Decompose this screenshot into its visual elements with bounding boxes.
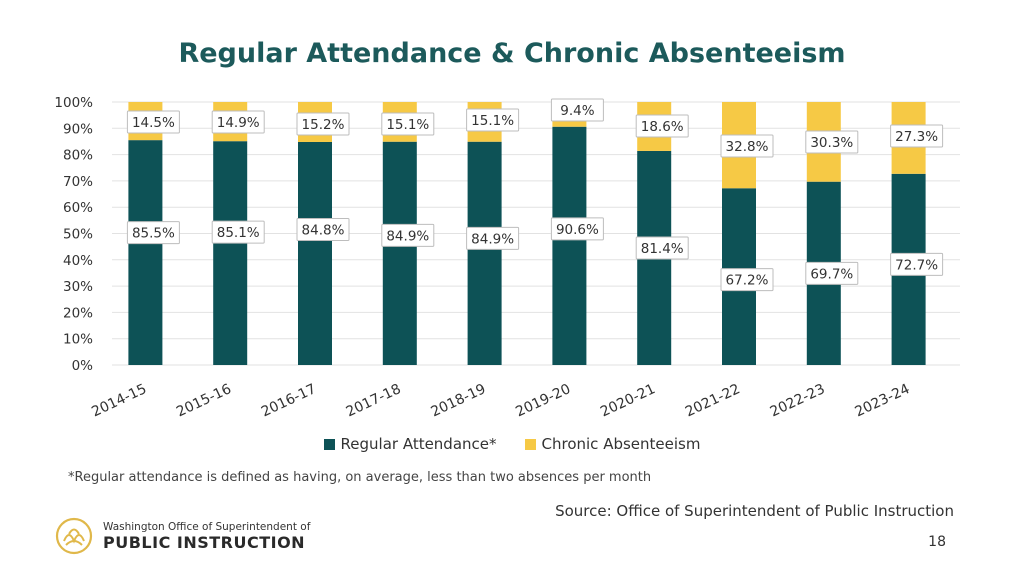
stacked-bar-chart: 0% 10% 20% 30% 40% 50% 60% 70% 80% 90% 100% 85.5% 14…: [54, 95, 960, 420]
logo-line1: Washington Office of Superintendent of: [103, 520, 311, 533]
data-label-regular-box: [211, 220, 265, 244]
logo-line2: PUBLIC INSTRUCTION: [103, 532, 306, 552]
x-tick-label: 2014-15: [89, 381, 149, 420]
source-note: Source: Office of Superintendent of Publ…: [555, 502, 954, 520]
data-label-chronic: 14.9%: [217, 115, 260, 131]
data-label-chronic: 15.1%: [386, 117, 429, 133]
bar-regular-attendance: [298, 141, 332, 365]
x-tick-label: 2020-21: [598, 381, 658, 420]
footnote: *Regular attendance is defined as having…: [68, 470, 652, 485]
y-tick-label: 50%: [63, 227, 93, 243]
data-label-regular: 81.4%: [641, 241, 684, 257]
data-label-chronic-box: [126, 110, 180, 134]
data-label-regular-box: [466, 226, 520, 250]
bar-regular-attendance: [128, 140, 163, 365]
bar-regular-attendance: [382, 141, 417, 365]
y-tick-label: 10%: [63, 332, 93, 348]
y-tick-label: 80%: [63, 148, 93, 164]
y-tick-label: 70%: [63, 174, 93, 190]
data-label-chronic: 15.1%: [471, 113, 514, 129]
data-label-regular-box: [805, 261, 859, 285]
data-label-regular: 69.7%: [810, 266, 853, 282]
legend-swatch-chronic: [524, 438, 536, 450]
y-tick-label: 40%: [63, 253, 93, 269]
data-label-chronic: 30.3%: [810, 135, 853, 151]
data-label-regular: 67.2%: [726, 273, 769, 289]
data-label-chronic-box: [296, 112, 350, 136]
data-label-chronic: 9.4%: [560, 103, 594, 119]
data-label-regular-box: [890, 252, 944, 276]
x-tick-label: 2023-24: [853, 381, 913, 420]
x-tick-label: 2022-23: [768, 381, 828, 420]
x-tick-label: 2019-20: [513, 381, 573, 420]
data-label-regular: 84.8%: [302, 222, 345, 238]
data-label-regular-box: [550, 217, 604, 241]
data-label-regular-box: [126, 221, 180, 245]
y-tick-label: 20%: [63, 305, 93, 321]
y-tick-label: 60%: [63, 200, 93, 216]
legend-label-chronic: Chronic Absenteeism: [541, 435, 701, 453]
data-label-chronic-box: [381, 112, 435, 136]
y-tick-label: 30%: [63, 279, 93, 295]
data-label-chronic-box: [211, 110, 265, 134]
x-tick-label: 2016-17: [259, 381, 319, 420]
data-label-chronic-box: [720, 134, 774, 158]
data-label-chronic: 32.8%: [726, 139, 769, 155]
data-label-regular: 84.9%: [471, 231, 514, 247]
data-label-chronic: 18.6%: [641, 119, 684, 135]
bar-regular-attendance: [552, 126, 587, 365]
x-tick-label: 2015-16: [174, 381, 234, 420]
ospi-seal-icon: [55, 517, 93, 555]
page-number: 18: [928, 534, 946, 550]
y-tick-label: 90%: [63, 121, 93, 137]
data-label-regular: 72.7%: [895, 257, 938, 273]
data-label-regular: 85.1%: [217, 225, 260, 241]
data-label-regular: 90.6%: [556, 222, 599, 238]
data-label-chronic-box: [466, 108, 520, 132]
legend-label-regular: Regular Attendance*: [340, 435, 497, 453]
data-label-chronic-box: [550, 98, 604, 122]
data-label-chronic-box: [890, 124, 944, 148]
data-label-regular: 85.5%: [132, 226, 175, 242]
data-label-chronic: 14.5%: [132, 115, 175, 131]
x-tick-label: 2018-19: [429, 381, 489, 420]
data-label-regular: 84.9%: [386, 228, 429, 244]
x-tick-label: 2017-18: [344, 381, 404, 420]
ospi-logo: Washington Office of Superintendent of P…: [55, 517, 310, 555]
data-label-chronic-box: [635, 114, 689, 138]
data-label-chronic: 27.3%: [895, 129, 938, 145]
chart-legend: Regular Attendance* Chronic Absenteeism: [0, 435, 1024, 453]
legend-item-regular: Regular Attendance*: [323, 435, 497, 453]
data-label-regular-box: [635, 236, 689, 260]
bar-regular-attendance: [467, 141, 502, 365]
x-tick-label: 2021-22: [683, 381, 743, 420]
chart-title: Regular Attendance & Chronic Absenteeism: [178, 38, 846, 69]
bar-regular-attendance: [213, 141, 248, 365]
y-tick-label: 100%: [54, 95, 93, 111]
y-tick-label: 0%: [72, 358, 94, 374]
data-label-regular-box: [296, 217, 350, 241]
logo-text: Washington Office of Superintendent of P…: [103, 521, 310, 552]
data-label-chronic-box: [805, 130, 859, 154]
data-label-chronic: 15.2%: [302, 117, 345, 133]
legend-swatch-regular: [323, 438, 335, 450]
data-label-regular-box: [720, 268, 774, 292]
legend-item-chronic: Chronic Absenteeism: [524, 435, 701, 453]
data-label-regular-box: [381, 223, 435, 247]
